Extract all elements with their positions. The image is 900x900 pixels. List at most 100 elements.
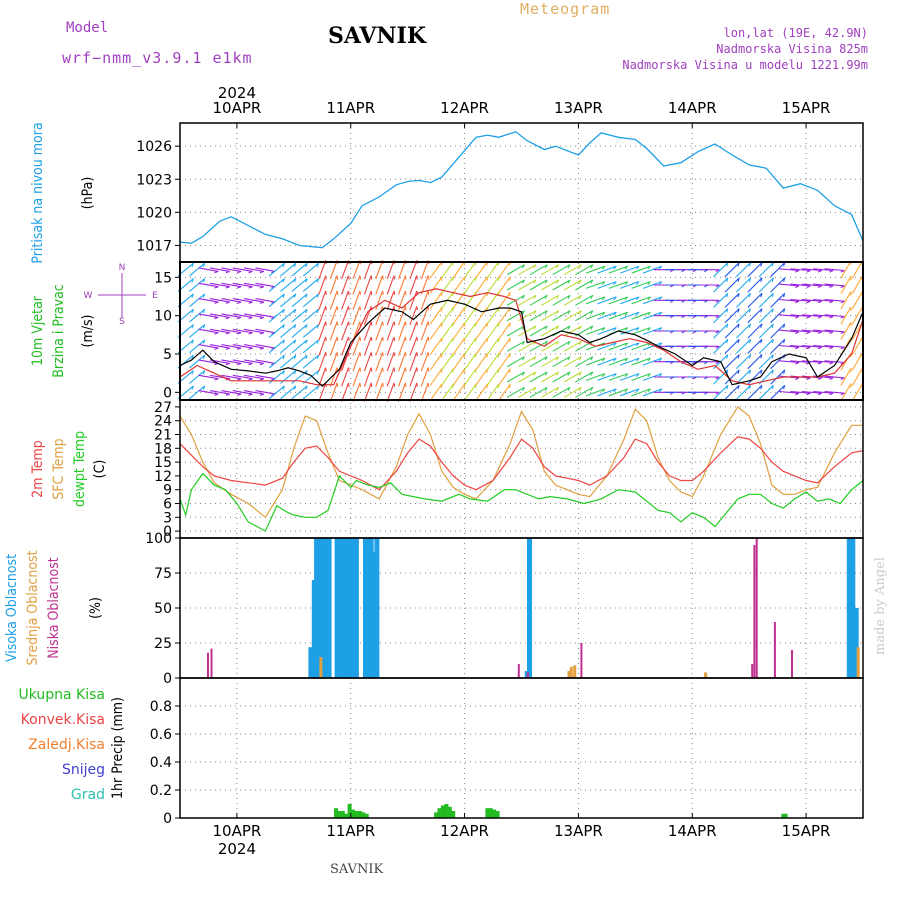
wind-arrow-32-3 bbox=[541, 310, 559, 322]
wind-arrowhead-41-6 bbox=[658, 357, 663, 362]
wind-arrowhead-21-2 bbox=[427, 290, 430, 295]
wind-arrowhead-12-7 bbox=[325, 367, 327, 372]
wind-arrow-3-3 bbox=[209, 313, 230, 318]
wind-arrow-9-5 bbox=[280, 339, 297, 354]
wind-arrowhead-13-1 bbox=[336, 275, 339, 280]
wind-arrowhead-9-4 bbox=[293, 324, 297, 329]
wind-arrowhead-8-0 bbox=[282, 263, 285, 268]
wind-arrowhead-52-2 bbox=[783, 293, 786, 298]
wind-arrowhead-2-4 bbox=[214, 332, 219, 335]
wind-arrowhead-50-1 bbox=[760, 277, 763, 282]
wind-arrow-25-7 bbox=[464, 368, 477, 386]
wind-arrowhead-37-5 bbox=[613, 342, 617, 347]
wind-arrow-34-2 bbox=[563, 294, 582, 306]
wind-arrowhead-57-7 bbox=[840, 377, 845, 381]
wind-arrow-3-0 bbox=[209, 267, 230, 272]
wind-arrow-23-6 bbox=[441, 353, 454, 371]
wind-arrow-12-1 bbox=[318, 275, 327, 295]
compass-east: E bbox=[152, 291, 158, 301]
wind-arrowhead-37-3 bbox=[613, 311, 617, 316]
wind-arrowhead-6-0 bbox=[259, 270, 264, 274]
cloud-high-bar-13 bbox=[353, 538, 359, 678]
wind-arrow-28-2 bbox=[498, 291, 511, 309]
wind-arrow-55-8 bbox=[801, 390, 822, 394]
wind-arrow-9-1 bbox=[280, 278, 297, 292]
wind-arrowhead-31-1 bbox=[544, 279, 548, 284]
wind-arrow-56-0 bbox=[813, 268, 834, 272]
wind-arrowhead-39-6 bbox=[635, 357, 640, 362]
wind-arrowhead-37-8 bbox=[613, 388, 617, 393]
wind-arrowhead-52-0 bbox=[783, 262, 786, 267]
wind-arrow-14-7 bbox=[341, 367, 350, 387]
wind-arrow-6-2 bbox=[244, 298, 264, 303]
wind-arrow-41-2 bbox=[642, 296, 662, 305]
wind-arrow-50-2 bbox=[747, 292, 763, 308]
wind-arrow-32-4 bbox=[541, 325, 559, 337]
wind-arrow-2-7 bbox=[198, 374, 219, 380]
precip-bar-18 bbox=[492, 809, 497, 818]
wind-arrow-10-5 bbox=[291, 339, 308, 354]
wind-arrow-48-0 bbox=[724, 262, 740, 278]
wind-arrow-37-1 bbox=[597, 281, 617, 289]
wind-arrow-8-1 bbox=[268, 278, 285, 292]
wind-arrowhead-5-7 bbox=[248, 378, 253, 381]
wind-arrowhead-29-5 bbox=[521, 341, 525, 345]
wind-arrowhead-55-7 bbox=[817, 377, 822, 381]
wind-arrowhead-32-1 bbox=[556, 279, 560, 284]
wind-arrowhead-13-4 bbox=[336, 321, 339, 326]
wind-arrow-20-2 bbox=[409, 290, 418, 310]
wind-arrowhead-17-2 bbox=[382, 290, 384, 295]
wind-arrow-30-5 bbox=[518, 340, 537, 352]
wind-arrowhead-12-2 bbox=[325, 290, 327, 295]
wind-arrow-4-8 bbox=[221, 390, 242, 395]
wind-arrow-20-5 bbox=[409, 336, 418, 356]
wind-arrowhead-36-1 bbox=[601, 281, 606, 285]
cloud-high-bar-7 bbox=[334, 538, 340, 678]
wind-arrow-14-2 bbox=[341, 290, 350, 310]
wind-arrowhead-10-3 bbox=[305, 308, 308, 314]
wind-arrow-17-6 bbox=[375, 352, 384, 372]
wind-arrow-28-6 bbox=[498, 353, 511, 371]
wind-arrowhead-9-8 bbox=[293, 385, 297, 390]
wind-arrowhead-4-7 bbox=[237, 378, 242, 381]
wind-arrow-28-4 bbox=[498, 322, 511, 340]
wind-arrowhead-10-5 bbox=[305, 339, 308, 344]
wind-arrowhead-10-1 bbox=[305, 278, 308, 283]
wind-arrowhead-19-1 bbox=[404, 275, 407, 280]
wind-arrow-33-0 bbox=[552, 264, 571, 276]
wind-arrowhead-50-2 bbox=[760, 293, 763, 298]
wind-arrow-14-0 bbox=[341, 260, 350, 280]
wind-arrow-8-5 bbox=[268, 339, 285, 354]
wind-arrowhead-11-8 bbox=[316, 385, 320, 390]
wind-arrow-57-1 bbox=[824, 283, 845, 287]
cloud-low-bar-3 bbox=[580, 643, 583, 678]
wind-arrowhead-14-4 bbox=[347, 321, 350, 326]
wind-arrow-23-4 bbox=[441, 322, 454, 340]
wind-arrow-25-8 bbox=[464, 383, 477, 401]
wind-arrow-17-5 bbox=[375, 336, 384, 356]
wind-arrow-3-5 bbox=[209, 344, 230, 349]
wind-arrow-57-5 bbox=[824, 344, 845, 348]
temp-axis-title-1: 2m Temp bbox=[30, 440, 46, 498]
wind-arrowhead-0-6 bbox=[191, 354, 194, 360]
pressure-axis-title: Pritisak na nivou mora bbox=[30, 122, 46, 263]
wind-arrowhead-5-5 bbox=[248, 347, 253, 350]
wind-arrow-37-3 bbox=[597, 311, 617, 320]
wind-arrow-35-3 bbox=[575, 310, 594, 322]
wind-arrow-47-5 bbox=[713, 338, 729, 354]
wind-arrowhead-28-2 bbox=[509, 292, 511, 297]
wind-arrowhead-52-7 bbox=[783, 369, 786, 374]
wind-arrowhead-39-5 bbox=[635, 342, 640, 347]
wind-arrow-32-8 bbox=[541, 386, 559, 398]
wind-arrowhead-40-0 bbox=[647, 265, 651, 270]
wind-arrow-23-7 bbox=[441, 368, 454, 386]
precip-bar-9 bbox=[364, 813, 369, 818]
wind-arrowhead-38-7 bbox=[624, 373, 629, 377]
wind-arrow-48-8 bbox=[724, 384, 740, 400]
wind-arrow-37-6 bbox=[597, 357, 617, 366]
wind-arrow-15-2 bbox=[352, 290, 361, 310]
wind-arrowhead-41-0 bbox=[658, 265, 663, 270]
wind-arrowhead-4-1 bbox=[237, 286, 242, 289]
wind-arrow-12-8 bbox=[318, 382, 327, 402]
wind-arrowhead-30-0 bbox=[533, 264, 537, 269]
